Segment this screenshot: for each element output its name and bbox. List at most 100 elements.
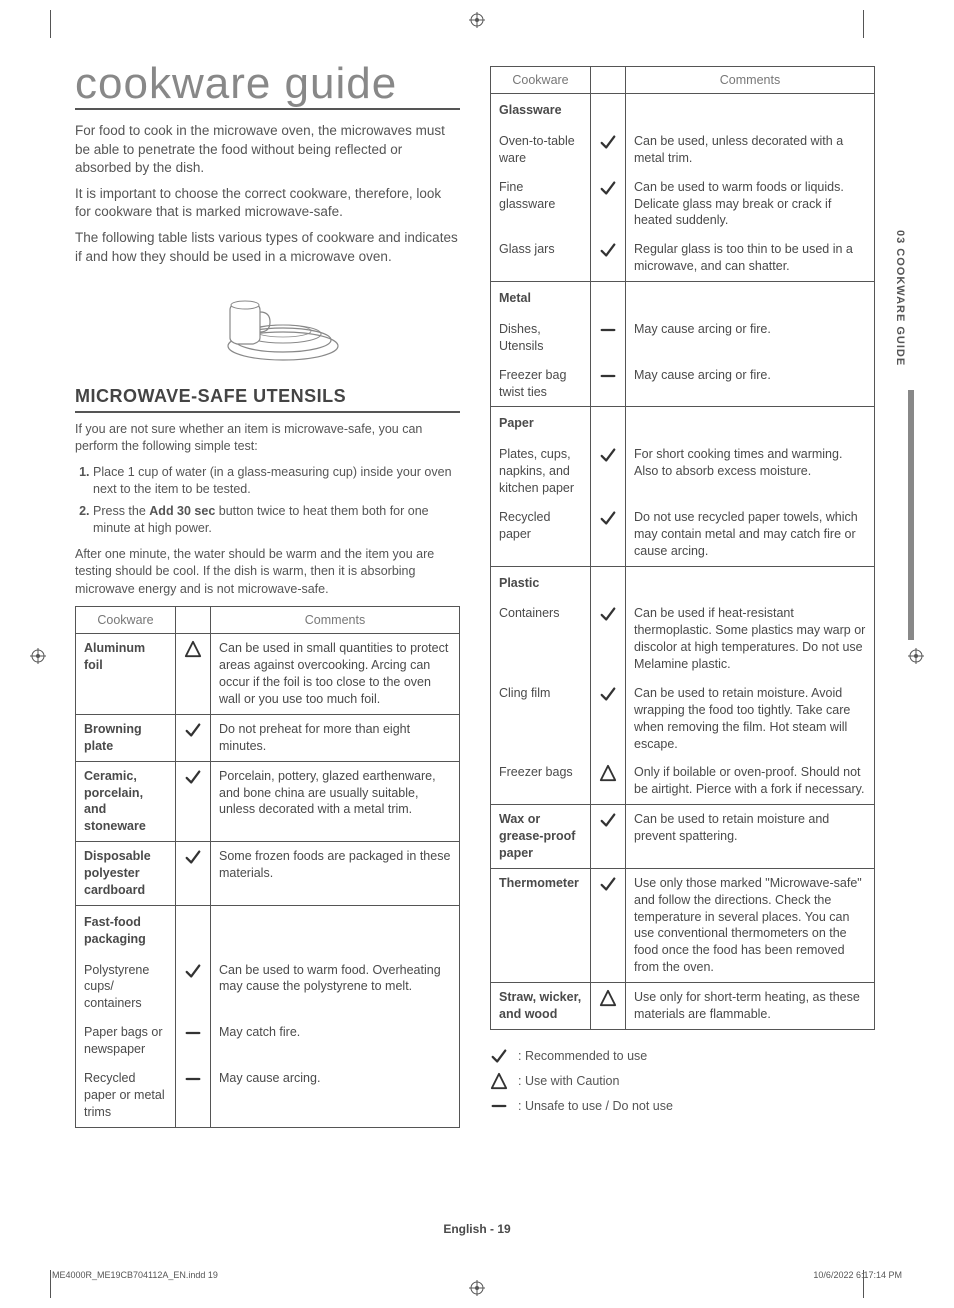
check-icon xyxy=(591,679,626,759)
registration-mark-left xyxy=(30,648,46,664)
table-category: Fast-food packaging xyxy=(76,905,176,955)
caution-icon xyxy=(490,1072,508,1090)
table-comment: For short cooking times and warming. Als… xyxy=(626,440,875,503)
registration-mark-top xyxy=(469,12,485,28)
caution-icon xyxy=(591,983,626,1030)
table-cookware-name: Thermometer xyxy=(491,868,591,982)
check-icon xyxy=(591,805,626,869)
registration-mark-right xyxy=(908,648,924,664)
check-icon xyxy=(176,956,211,1019)
table-cookware-name: Browning plate xyxy=(76,714,176,761)
table-comment: May cause arcing or fire. xyxy=(626,361,875,407)
cookware-illustration xyxy=(188,278,348,368)
table-comment: Only if boilable or oven-proof. Should n… xyxy=(626,758,875,804)
table-comment: Use only those marked "Microwave-safe" a… xyxy=(626,868,875,982)
dash-icon xyxy=(490,1097,508,1115)
page-title: cookware guide xyxy=(75,60,460,110)
legend: : Recommended to use : Use with Caution … xyxy=(490,1044,875,1119)
table-comment: Can be used to retain moisture and preve… xyxy=(626,805,875,869)
dash-icon xyxy=(591,361,626,407)
step-2: Press the Add 30 sec button twice to hea… xyxy=(93,503,460,538)
table-category: Paper xyxy=(491,407,591,440)
table-comment: May cause arcing. xyxy=(211,1064,460,1127)
table-cookware-name: Glass jars xyxy=(491,235,591,281)
table-cookware-name: Straw, wicker, and wood xyxy=(491,983,591,1030)
dash-icon xyxy=(176,1018,211,1064)
th-icon xyxy=(591,67,626,94)
table-cookware-name: Recycled paper xyxy=(491,503,591,566)
test-intro: If you are not sure whether an item is m… xyxy=(75,421,460,456)
table-comment: Porcelain, pottery, glazed earthenware, … xyxy=(211,761,460,842)
table-cookware-name: Wax or grease-proof paper xyxy=(491,805,591,869)
table-comment: May cause arcing or fire. xyxy=(626,315,875,361)
table-cookware-name: Ceramic, porcelain, and stoneware xyxy=(76,761,176,842)
table-comment: Can be used to warm food. Overheating ma… xyxy=(211,956,460,1019)
table-comment: Use only for short-term heating, as thes… xyxy=(626,983,875,1030)
th-cookware: Cookware xyxy=(491,67,591,94)
table-comment: Some frozen foods are packaged in these … xyxy=(211,842,460,906)
registration-mark-bottom xyxy=(469,1280,485,1296)
table-cookware-name: Paper bags or newspaper xyxy=(76,1018,176,1064)
table-cookware-name: Polystyrene cups/ containers xyxy=(76,956,176,1019)
print-file: ME4000R_ME19CB704112A_EN.indd 19 xyxy=(52,1270,218,1280)
table-cookware-name: Freezer bag twist ties xyxy=(491,361,591,407)
table-comment: Can be used in small quantities to prote… xyxy=(211,634,460,715)
table-comment: Regular glass is too thin to be used in … xyxy=(626,235,875,281)
table-cookware-name: Containers xyxy=(491,599,591,679)
cookware-table-1: Cookware Comments Aluminum foilCan be us… xyxy=(75,606,460,1127)
table-category: Plastic xyxy=(491,566,591,599)
after-test: After one minute, the water should be wa… xyxy=(75,546,460,599)
side-tab-bar xyxy=(908,390,914,640)
check-icon xyxy=(591,173,626,236)
table-cookware-name: Dishes, Utensils xyxy=(491,315,591,361)
table-comment: Do not use recycled paper towels, which … xyxy=(626,503,875,566)
check-icon xyxy=(591,127,626,173)
side-tab: 03 COOKWARE GUIDE xyxy=(894,230,906,366)
table-category: Glassware xyxy=(491,94,591,127)
table-comment: Can be used to warm foods or liquids. De… xyxy=(626,173,875,236)
caution-icon xyxy=(176,634,211,715)
check-icon xyxy=(176,842,211,906)
check-icon xyxy=(490,1047,508,1065)
table-comment: Can be used to retain moisture. Avoid wr… xyxy=(626,679,875,759)
table-cookware-name: Fine glassware xyxy=(491,173,591,236)
section-heading: MICROWAVE-SAFE UTENSILS xyxy=(75,386,460,413)
table-cookware-name: Disposable polyester cardboard xyxy=(76,842,176,906)
check-icon xyxy=(591,868,626,982)
check-icon xyxy=(176,761,211,842)
table-category: Metal xyxy=(491,282,591,315)
dash-icon xyxy=(176,1064,211,1127)
intro-p2: It is important to choose the correct co… xyxy=(75,185,460,221)
table-comment: Do not preheat for more than eight minut… xyxy=(211,714,460,761)
th-cookware: Cookware xyxy=(76,607,176,634)
intro-p1: For food to cook in the microwave oven, … xyxy=(75,122,460,177)
step-1: Place 1 cup of water (in a glass-measuri… xyxy=(93,464,460,499)
print-footer: ME4000R_ME19CB704112A_EN.indd 19 10/6/20… xyxy=(52,1270,902,1280)
page-footer: English - 19 xyxy=(0,1222,954,1236)
table-comment: Can be used, unless decorated with a met… xyxy=(626,127,875,173)
table-cookware-name: Plates, cups, napkins, and kitchen paper xyxy=(491,440,591,503)
check-icon xyxy=(176,714,211,761)
caution-icon xyxy=(591,758,626,804)
table-comment: May catch fire. xyxy=(211,1018,460,1064)
th-comments: Comments xyxy=(626,67,875,94)
check-icon xyxy=(591,503,626,566)
table-cookware-name: Recycled paper or metal trims xyxy=(76,1064,176,1127)
table-comment: Can be used if heat-resistant thermoplas… xyxy=(626,599,875,679)
legend-check: : Recommended to use xyxy=(518,1044,647,1069)
table-cookware-name: Cling film xyxy=(491,679,591,759)
legend-dash: : Unsafe to use / Do not use xyxy=(518,1094,673,1119)
cookware-table-2: Cookware Comments GlasswareOven-to-table… xyxy=(490,66,875,1030)
th-icon xyxy=(176,607,211,634)
right-column: Cookware Comments GlasswareOven-to-table… xyxy=(490,60,875,1128)
dash-icon xyxy=(591,315,626,361)
table-cookware-name: Freezer bags xyxy=(491,758,591,804)
page-content: cookware guide For food to cook in the m… xyxy=(75,60,875,1128)
test-steps: Place 1 cup of water (in a glass-measuri… xyxy=(75,464,460,538)
th-comments: Comments xyxy=(211,607,460,634)
check-icon xyxy=(591,440,626,503)
print-date: 10/6/2022 6:17:14 PM xyxy=(813,1270,902,1280)
check-icon xyxy=(591,235,626,281)
intro-p3: The following table lists various types … xyxy=(75,229,460,265)
legend-caution: : Use with Caution xyxy=(518,1069,619,1094)
